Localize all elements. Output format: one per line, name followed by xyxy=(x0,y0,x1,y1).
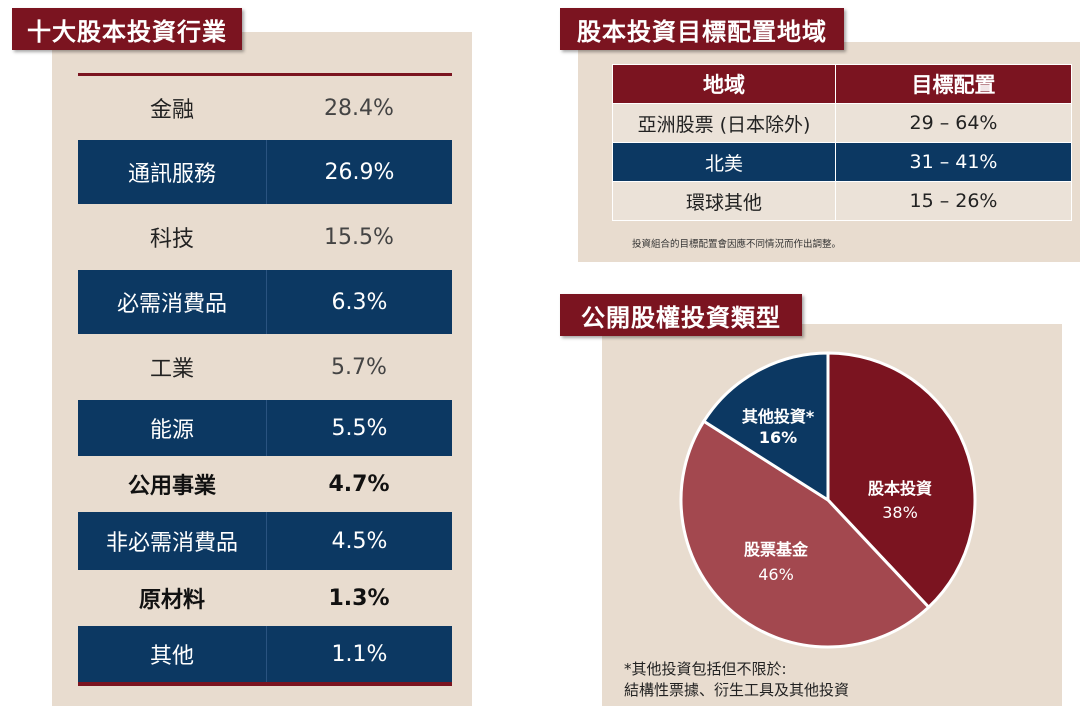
table-row: 能源 5.5% xyxy=(78,400,452,456)
region-allocation: 31 – 41% xyxy=(835,142,1072,182)
pie-slice-value: 16% xyxy=(759,428,797,447)
pie-slice-label: 股票基金 xyxy=(744,540,809,559)
table-bottom-rule xyxy=(78,682,452,686)
industry-value: 4.7% xyxy=(328,471,390,497)
pie-slice xyxy=(701,351,830,503)
table-row: 其他 1.1% xyxy=(78,626,452,682)
industry-name: 公用事業 xyxy=(127,474,216,499)
industry-name: 原材料 xyxy=(138,588,205,613)
region-footnote: 投資組合的目標配置會因應不同情況而作出調整。 xyxy=(632,239,842,250)
table-row: 公用事業 4.7% xyxy=(78,456,452,512)
industry-name: 金融 xyxy=(149,98,194,123)
industry-name: 工業 xyxy=(149,357,194,382)
table-row: 通訊服務 26.9% xyxy=(78,140,452,204)
table-row: 環球其他 15 – 26% xyxy=(612,181,1072,221)
region-name: 亞洲股票 (日本除外) xyxy=(612,103,836,143)
industry-value: 26.9% xyxy=(324,159,395,185)
industry-value: 5.7% xyxy=(331,354,387,380)
header-allocation: 目標配置 xyxy=(835,64,1072,104)
table-row: 必需消費品 6.3% xyxy=(78,270,452,334)
industries-table: 金融 28.4% 通訊服務 26.9% 科技 15.5% 必需消費品 6.3% … xyxy=(78,73,452,686)
industry-value: 1.1% xyxy=(331,641,388,667)
industry-name: 必需消費品 xyxy=(78,270,267,334)
industry-value: 15.5% xyxy=(324,224,394,250)
pie-slice-label: 股本投資 xyxy=(868,479,932,498)
industry-name: 通訊服務 xyxy=(78,140,267,204)
pie-slice xyxy=(679,419,931,649)
table-header-row: 地域 目標配置 xyxy=(612,64,1072,104)
table-row: 非必需消費品 4.5% xyxy=(78,512,452,570)
table-row: 工業 5.7% xyxy=(78,334,452,400)
industry-name: 其他 xyxy=(78,626,267,682)
regions-table: 地域 目標配置 亞洲股票 (日本除外) 29 – 64% 北美 31 – 41%… xyxy=(612,64,1072,221)
region-name: 環球其他 xyxy=(612,181,836,221)
pie-footnote-line2: 結構性票據、衍生工具及其他投資 xyxy=(624,681,850,699)
table-row: 金融 28.4% xyxy=(78,76,452,140)
table-row: 北美 31 – 41% xyxy=(612,142,1072,182)
region-name: 北美 xyxy=(612,142,836,182)
pie-slice-label: 其他投資* xyxy=(742,407,815,426)
pie-footnote-line1: *其他投資包括但不限於: xyxy=(624,660,787,678)
industry-value: 1.3% xyxy=(328,585,390,611)
industry-name: 科技 xyxy=(149,227,194,252)
table-row: 原材料 1.3% xyxy=(78,570,452,626)
region-allocation: 15 – 26% xyxy=(835,181,1072,221)
regions-title: 股本投資目標配置地域 xyxy=(560,8,844,50)
industry-value: 28.4% xyxy=(324,95,394,121)
pie-slice-value: 38% xyxy=(882,503,918,522)
industry-value: 4.5% xyxy=(331,528,388,554)
table-top-rule xyxy=(78,73,452,76)
industry-name: 非必需消費品 xyxy=(78,512,267,570)
industries-title: 十大股本投資行業 xyxy=(12,8,242,50)
table-row: 科技 15.5% xyxy=(78,204,452,270)
pie-slice xyxy=(826,351,977,610)
industry-value: 5.5% xyxy=(331,415,388,441)
pie-slice-value: 46% xyxy=(758,565,794,584)
industry-name: 能源 xyxy=(78,400,267,456)
pie-section-title: 公開股權投資類型 xyxy=(560,294,802,336)
industry-value: 6.3% xyxy=(331,289,388,315)
